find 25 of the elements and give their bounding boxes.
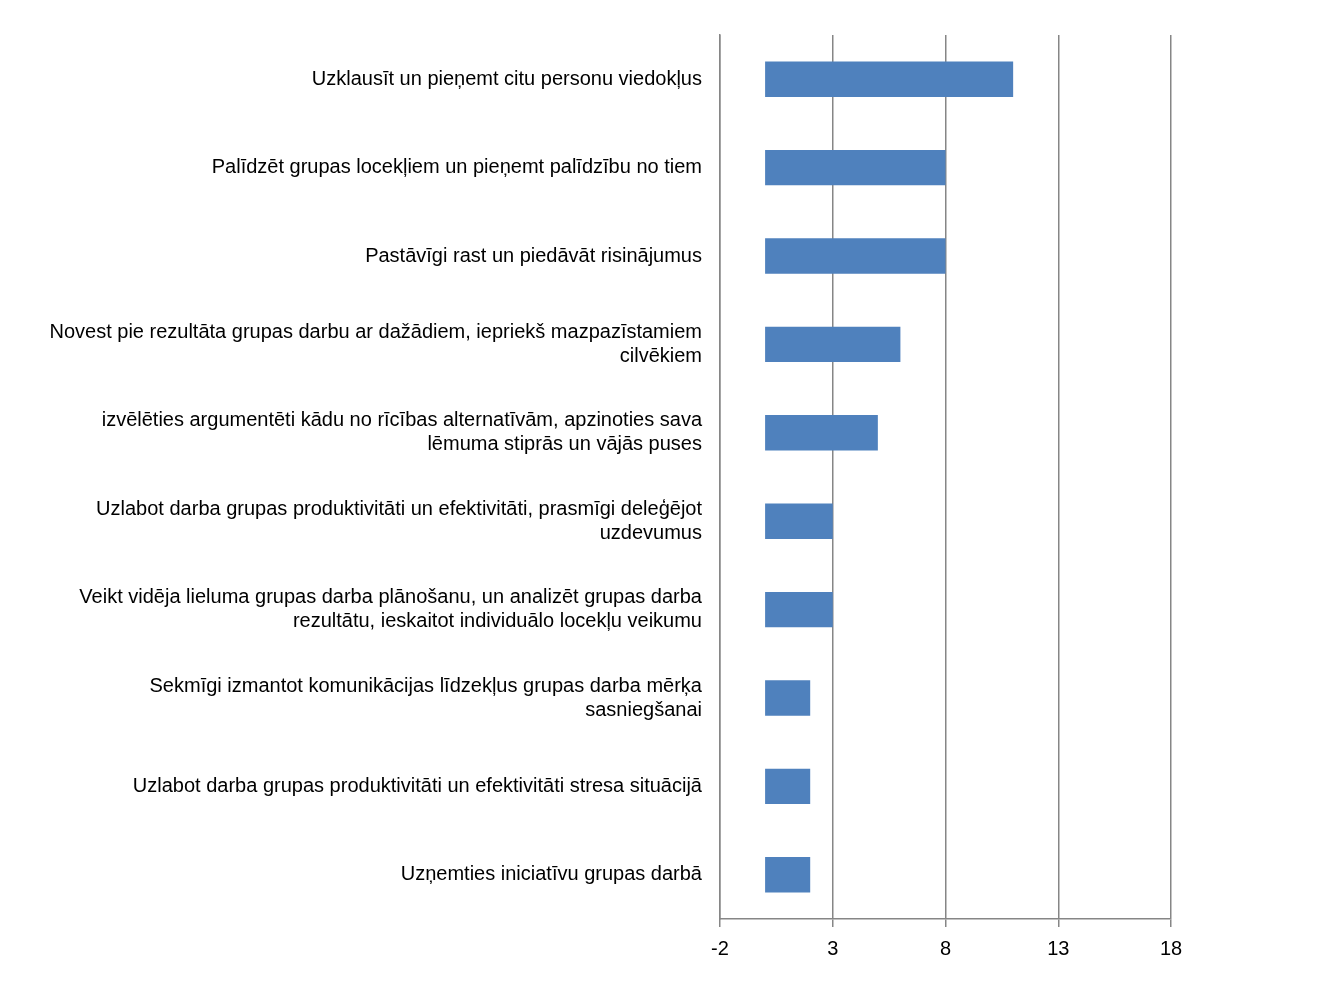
bar (765, 503, 833, 539)
x-tick-label: 18 (1159, 936, 1183, 959)
y-tick-label: Uzlabot darba grupas produktivitāti un efektivitāti, prasmīgi deleģējot uzdevumus (96, 496, 703, 543)
x-tick-label: -2 (711, 936, 729, 959)
x-tick-label: 8 (939, 936, 952, 959)
y-tick-label: Novest pie rezultāta grupas darbu ar dažādiem, iepriekš mazpazīstamiem cilvēkiem (49, 319, 702, 366)
x-tick-label: 13 (1047, 936, 1070, 959)
y-tick-label: Uzņemties iniciatīvu grupas darbā (400, 862, 703, 885)
bar (765, 768, 811, 805)
bar (765, 238, 946, 274)
bar (765, 857, 811, 893)
bar (765, 680, 811, 716)
y-tick-label: Pastāvīgi rast un piedāvāt risinājumus (365, 243, 702, 266)
y-tick-label: Uzlabot darba grupas produktivitāti un efektivitāti stresa situācijā (132, 773, 703, 796)
bar (765, 149, 946, 186)
y-tick-label: Sekmīgi izmantot komunikācijas līdzekļus grupas darba mērķa sasniegšanai (149, 673, 703, 720)
x-tick-label: 3 (827, 936, 839, 959)
y-tick-label: Veikt vidēja lieluma grupas darba plānošanu, un analizēt grupas darba rezultātu, ieskaitot individuālo locekļu veikumu (79, 585, 703, 632)
bar (765, 415, 878, 451)
bar (765, 326, 901, 363)
bar (765, 61, 1014, 97)
y-tick-label: Uzklausīt un pieņemt citu personu viedokļus (311, 66, 702, 89)
y-tick-label: Palīdzēt grupas locekļiem un pieņemt palīdzību no tiem (211, 155, 702, 178)
y-tick-label: izvēlēties argumentēti kādu no rīcības alternatīvām, apzinoties sava lēmuma stiprās un vājās puses (101, 408, 703, 455)
bar (765, 591, 833, 628)
